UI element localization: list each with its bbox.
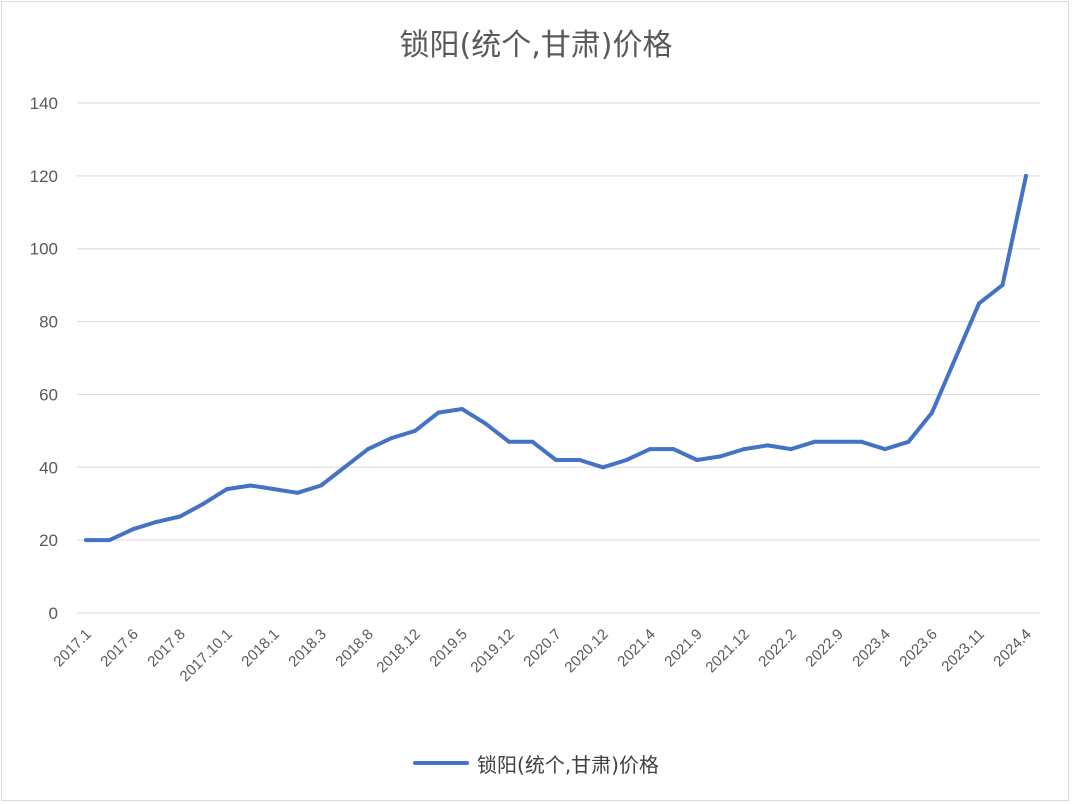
y-tick-label: 0 bbox=[49, 604, 58, 623]
data-point bbox=[84, 538, 88, 543]
x-tick-label: 2020.7 bbox=[520, 626, 564, 670]
data-point bbox=[812, 439, 817, 444]
data-point bbox=[1000, 283, 1005, 288]
data-point bbox=[789, 447, 793, 452]
data-point bbox=[483, 421, 488, 426]
x-tick-label: 2020.12 bbox=[561, 626, 611, 676]
x-tick-label: 2023.4 bbox=[849, 626, 893, 670]
data-point bbox=[272, 487, 276, 492]
data-point bbox=[342, 465, 347, 470]
data-point bbox=[765, 443, 770, 448]
x-tick-label: 2024.4 bbox=[990, 626, 1034, 670]
x-tick-label: 2021.12 bbox=[702, 626, 752, 676]
y-tick-label: 80 bbox=[39, 313, 58, 332]
data-point bbox=[295, 490, 300, 495]
data-point bbox=[366, 447, 370, 452]
x-tick-label: 2019.5 bbox=[426, 626, 470, 670]
data-point bbox=[225, 487, 229, 492]
y-tick-label: 120 bbox=[30, 167, 58, 186]
data-point bbox=[624, 458, 629, 462]
x-tick-label: 2023.6 bbox=[896, 626, 940, 670]
data-point bbox=[107, 538, 112, 543]
legend-line-swatch bbox=[413, 761, 470, 765]
data-point bbox=[530, 439, 535, 444]
x-tick-label: 2018.8 bbox=[332, 626, 376, 670]
data-point bbox=[671, 447, 676, 452]
data-point bbox=[577, 458, 582, 462]
data-point bbox=[507, 439, 511, 444]
x-tick-label: 2018.12 bbox=[373, 626, 423, 676]
data-point bbox=[883, 447, 887, 452]
data-point bbox=[554, 458, 558, 462]
data-point bbox=[154, 519, 159, 524]
data-point bbox=[742, 447, 746, 452]
data-point bbox=[695, 458, 699, 462]
x-tick-label: 2021.9 bbox=[661, 626, 705, 670]
data-point bbox=[1024, 173, 1028, 178]
data-point bbox=[859, 439, 864, 444]
data-point bbox=[389, 436, 394, 441]
data-point bbox=[977, 301, 981, 306]
x-tick-label: 2017.8 bbox=[144, 626, 188, 670]
data-point bbox=[601, 465, 605, 470]
y-tick-label: 140 bbox=[30, 94, 58, 113]
x-tick-label: 2018.3 bbox=[285, 626, 329, 670]
y-tick-label: 40 bbox=[39, 458, 58, 477]
data-point bbox=[836, 439, 840, 444]
legend: 锁阳(统个,甘肃)价格 bbox=[0, 748, 1072, 778]
data-point bbox=[953, 356, 958, 360]
x-tick-label: 2021.4 bbox=[614, 626, 658, 670]
series-line bbox=[84, 173, 1028, 543]
x-tick-label: 2022.9 bbox=[802, 626, 846, 670]
data-point bbox=[178, 514, 182, 519]
data-point bbox=[131, 527, 135, 532]
x-tick-label: 2018.1 bbox=[238, 626, 282, 670]
data-point bbox=[648, 447, 652, 452]
data-point bbox=[930, 410, 934, 415]
data-point bbox=[906, 439, 911, 444]
data-point bbox=[201, 501, 206, 506]
data-point bbox=[319, 483, 323, 488]
x-tick-label: 2023.11 bbox=[938, 626, 988, 676]
legend-label: 锁阳(统个,甘肃)价格 bbox=[477, 752, 659, 777]
data-point bbox=[413, 428, 417, 433]
y-tick-label: 60 bbox=[39, 385, 58, 404]
data-point bbox=[718, 454, 723, 459]
x-tick-label: 2019.12 bbox=[467, 626, 517, 676]
data-point bbox=[460, 407, 464, 411]
x-tick-label: 2017.1 bbox=[50, 626, 94, 670]
y-tick-label: 20 bbox=[39, 531, 58, 550]
y-tick-label: 100 bbox=[30, 240, 58, 259]
chart-title: 锁阳(统个,甘肃)价格 bbox=[399, 28, 673, 63]
data-point bbox=[248, 483, 253, 488]
x-tick-label: 2022.2 bbox=[755, 626, 799, 670]
x-tick-label: 2017.6 bbox=[97, 626, 141, 670]
data-point bbox=[436, 410, 441, 415]
